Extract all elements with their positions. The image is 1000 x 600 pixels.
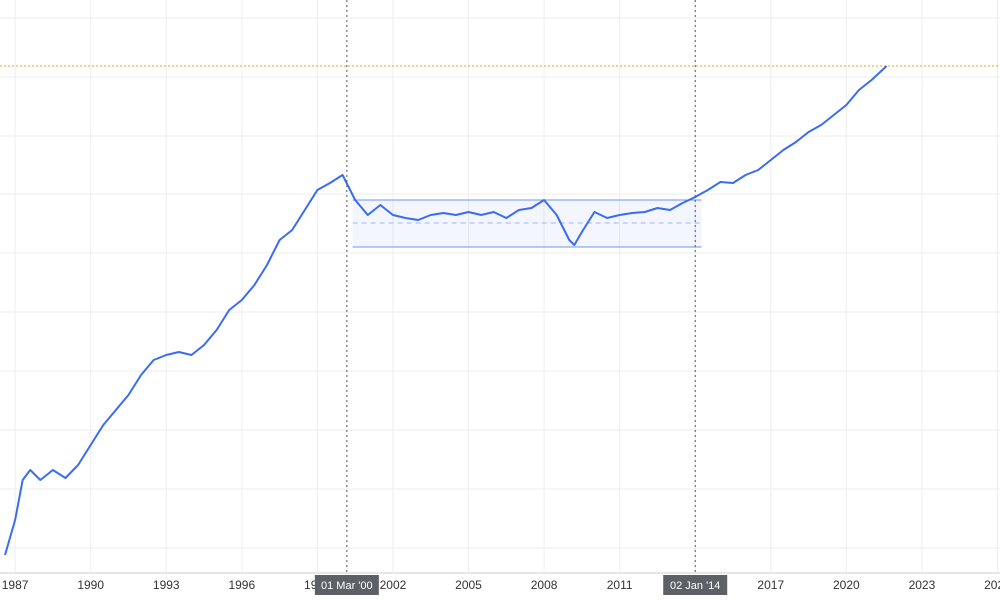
marker-label: 02 Jan '14 bbox=[670, 580, 720, 592]
x-tick-label: 2017 bbox=[757, 578, 784, 592]
marker-badge bbox=[314, 575, 379, 595]
x-tick-label: 1996 bbox=[228, 578, 255, 592]
x-tick-label: 2002 bbox=[380, 578, 407, 592]
x-tick-label: 2023 bbox=[909, 578, 936, 592]
marker-badge bbox=[663, 575, 728, 595]
x-tick-label: 1987 bbox=[2, 578, 29, 592]
x-tick-label: 1990 bbox=[77, 578, 104, 592]
x-tick-label: 2011 bbox=[607, 578, 633, 592]
data-line bbox=[4, 65, 888, 556]
x-tick-label: 2020 bbox=[833, 578, 860, 592]
marker-label: 01 Mar '00 bbox=[321, 580, 373, 592]
x-tick-label: 1993 bbox=[153, 578, 180, 592]
h-grid bbox=[0, 17, 1000, 549]
x-tick-label: 2008 bbox=[531, 578, 558, 592]
x-tick-label: 2005 bbox=[455, 578, 482, 592]
x-tick-label: 2026 bbox=[984, 578, 1000, 592]
